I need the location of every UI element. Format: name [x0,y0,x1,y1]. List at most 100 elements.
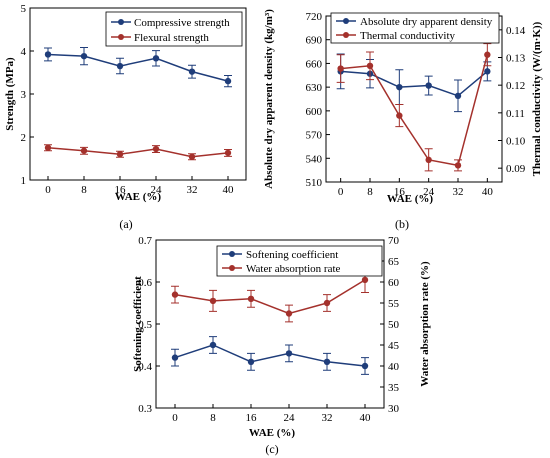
legend-marker-b-1 [343,32,349,38]
x-tick-label-c-4: 32 [322,412,333,424]
data-point-b-1-5 [484,51,491,58]
y2-tick-label-c-4: 50 [388,319,400,331]
x-axis-title-a: WAE (%) [115,191,161,203]
data-point-a-1-1 [80,147,88,154]
y2-tick-label-c-1: 35 [388,382,400,394]
data-point-a-0-0 [44,51,52,58]
y2-tick-label-c-8: 70 [388,235,400,247]
y-tick-label-c-4: 0.7 [138,235,152,247]
data-point-c-1-1 [209,297,217,305]
legend-marker-a-1 [118,34,124,40]
legend-label-c-0: Softening coefficient [246,249,338,261]
panel-label-c: (c) [265,442,278,456]
x-tick-label-c-1: 8 [210,412,216,424]
x-tick-label-a-2: 16 [115,184,127,196]
series-line-a-0 [47,53,229,82]
data-point-c-0-1 [209,341,217,349]
chart-panel-c: Softening coefficient Water absorption r… [132,235,431,456]
y2-tick-label-b-5: 0.14 [506,25,526,37]
y-tick-label-b-4: 630 [306,82,323,94]
data-point-b-1-2 [396,112,403,119]
y-axis-title-a: Strength (MPa) [4,57,16,131]
y2-tick-label-b-0: 0.09 [506,163,526,175]
x-tick-label-b-4: 32 [453,186,464,198]
y2-tick-label-c-3: 45 [388,340,400,352]
x-tick-label-b-0: 0 [338,186,344,198]
legend-marker-a-0 [118,19,124,25]
data-point-a-0-4 [188,68,196,75]
data-point-c-1-2 [247,295,255,302]
data-point-b-1-3 [425,156,432,164]
x-tick-label-b-1: 8 [367,186,373,198]
y2-axis-title-c: Water absorption rate (%) [419,261,431,387]
y2-tick-label-b-2: 0.11 [506,108,525,120]
data-point-a-1-0 [44,144,52,151]
data-point-c-1-5 [361,276,369,284]
series-line-a-1 [47,147,229,158]
y-tick-label-b-1: 540 [306,153,323,165]
y-tick-label-a-1: 2 [21,132,27,144]
x-tick-label-b-2: 16 [394,186,406,198]
legend-box-c [216,245,383,277]
y-axis-title-c: Softening coefficient [132,276,144,372]
x-axis-title-b: WAE (%) [387,193,433,205]
data-point-b-0-3 [425,82,432,89]
data-point-b-1-0 [337,65,344,72]
data-point-c-0-3 [285,350,293,357]
y-tick-label-a-4: 5 [21,3,27,15]
data-point-a-0-2 [116,62,124,70]
y-tick-label-b-7: 720 [306,11,323,23]
data-point-b-1-4 [454,162,462,169]
data-point-a-1-2 [116,151,124,158]
legend-label-b-0: Absolute dry apparent density [360,16,493,28]
data-point-c-0-0 [171,354,179,361]
legend-a: Compressive strength Flexural strength [105,11,243,47]
data-point-b-0-4 [454,92,462,100]
data-point-b-1-1 [366,62,374,69]
y-tick-label-a-0: 1 [21,175,27,187]
data-point-c-0-2 [247,358,255,365]
data-point-a-1-3 [152,145,160,153]
chart-panel-a: Strength (MPa) WAE (%) (a) 0 8 16 24 32 40 1 2 3… [4,3,247,231]
x-tick-label-c-3: 24 [284,412,296,424]
data-point-a-1-5 [224,149,232,157]
x-tick-label-c-5: 40 [360,412,372,424]
y2-tick-label-b-3: 0.12 [506,80,525,92]
legend-marker-b-0 [343,18,349,24]
data-point-a-0-5 [224,77,232,85]
legend-label-a-1: Flexural strength [134,32,209,44]
data-point-c-1-3 [285,310,293,317]
data-point-a-0-1 [80,52,88,60]
legend-label-c-1: Water absorption rate [246,263,341,275]
y2-tick-label-b-1: 0.10 [506,136,526,148]
series-line-c-0 [174,344,366,367]
y-tick-label-c-0: 0.3 [138,403,152,415]
data-point-c-1-4 [323,299,331,307]
x-tick-label-a-0: 0 [45,184,51,196]
x-tick-label-a-1: 8 [81,184,87,196]
x-tick-label-c-2: 16 [246,412,258,424]
x-tick-label-b-3: 24 [423,186,435,198]
legend-marker-c-1 [229,265,235,271]
legend-marker-c-0 [229,251,235,257]
x-tick-label-a-4: 32 [187,184,198,196]
data-point-c-0-4 [323,358,331,365]
y-tick-label-b-0: 510 [306,177,323,189]
chart-panel-b: Absolute dry apparent density (kg/m³) Th… [263,9,543,231]
y2-tick-label-c-0: 30 [388,403,400,415]
x-axis-title-c: WAE (%) [249,427,295,439]
y-tick-label-b-3: 600 [306,106,323,118]
legend-b: Absolute dry apparent density Thermal co… [330,12,500,44]
y2-tick-label-c-5: 55 [388,298,400,310]
data-point-a-1-4 [188,153,196,160]
legend-box-b [330,12,500,44]
data-point-c-0-5 [361,362,369,370]
y-tick-label-a-3: 4 [21,46,27,58]
panel-label-a: (a) [119,217,132,231]
y-tick-label-b-5: 660 [306,58,323,70]
panel-label-b: (b) [395,217,409,231]
series-line-b-1 [340,54,489,167]
x-tick-label-a-5: 40 [223,184,235,196]
x-tick-label-c-0: 0 [172,412,178,424]
y2-tick-label-c-7: 65 [388,256,400,268]
